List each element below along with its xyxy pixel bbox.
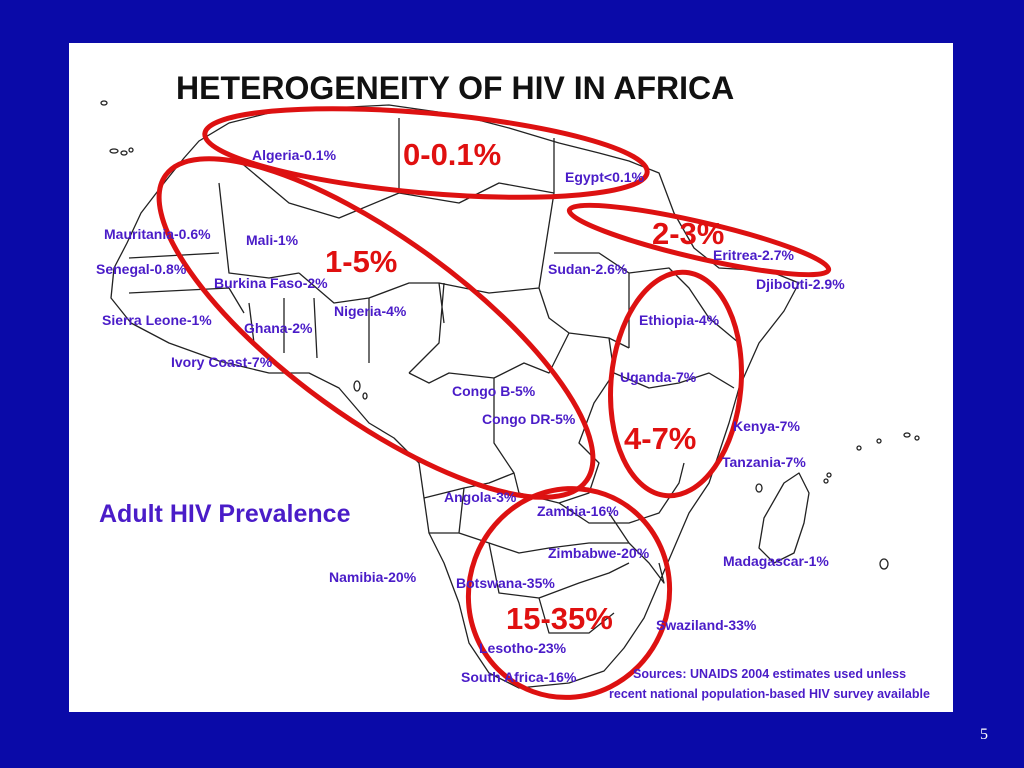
label-kenya: Kenya-7%	[733, 418, 800, 434]
label-mali: Mali-1%	[246, 232, 299, 248]
range-label-west: 1-5%	[325, 244, 397, 279]
africa-map: HETEROGENEITY OF HIV IN AFRICA 0-0.1% 1-…	[96, 70, 930, 701]
range-label-horn: 2-3%	[652, 216, 724, 251]
oval-east	[608, 269, 744, 499]
source-line-2: recent national population-based HIV sur…	[609, 687, 930, 701]
slide-panel: HETEROGENEITY OF HIV IN AFRICA 0-0.1% 1-…	[69, 43, 953, 712]
label-ethiopia: Ethiopia-4%	[639, 312, 720, 328]
label-djibouti: Djibouti-2.9%	[756, 276, 845, 292]
madagascar-outline	[758, 472, 810, 564]
label-botswana: Botswana-35%	[456, 575, 555, 591]
label-sierra-leone: Sierra Leone-1%	[102, 312, 212, 328]
label-uganda: Uganda-7%	[620, 369, 697, 385]
label-burkina-faso: Burkina Faso-2%	[214, 275, 328, 291]
label-eritrea: Eritrea-2.7%	[713, 247, 794, 263]
range-label-east: 4-7%	[624, 421, 696, 456]
label-south-africa: South Africa-16%	[461, 669, 577, 685]
label-ghana: Ghana-2%	[244, 320, 313, 336]
label-senegal: Senegal-0.8%	[96, 261, 187, 277]
label-zambia: Zambia-16%	[537, 503, 619, 519]
label-madagascar: Madagascar-1%	[723, 553, 829, 569]
oval-south	[465, 486, 673, 700]
label-congo-b: Congo B-5%	[452, 383, 536, 399]
label-sudan: Sudan-2.6%	[548, 261, 628, 277]
legend-title: Adult HIV Prevalence	[99, 500, 351, 528]
label-ivory-coast: Ivory Coast-7%	[171, 354, 273, 370]
slide-title: HETEROGENEITY OF HIV IN AFRICA	[176, 70, 734, 106]
label-nigeria: Nigeria-4%	[334, 303, 407, 319]
oval-west	[156, 156, 596, 500]
label-zimbabwe: Zimbabwe-20%	[548, 545, 650, 561]
islands	[100, 100, 920, 570]
label-lesotho: Lesotho-23%	[479, 640, 567, 656]
label-algeria: Algeria-0.1%	[252, 147, 337, 163]
label-swaziland: Swaziland-33%	[656, 617, 757, 633]
source-line-1: Sources: UNAIDS 2004 estimates used unle…	[633, 667, 906, 681]
oval-north	[202, 106, 650, 200]
label-mauritania: Mauritania-0.6%	[104, 226, 211, 242]
label-angola: Angola-3%	[444, 489, 517, 505]
oval-horn	[566, 202, 832, 278]
slide-number: 5	[980, 726, 988, 743]
range-label-south: 15-35%	[506, 601, 613, 636]
label-tanzania: Tanzania-7%	[722, 454, 806, 470]
label-egypt: Egypt<0.1%	[565, 169, 645, 185]
africa-outline	[110, 104, 800, 689]
range-label-north: 0-0.1%	[403, 137, 501, 172]
label-namibia: Namibia-20%	[329, 569, 417, 585]
label-congo-dr: Congo DR-5%	[482, 411, 576, 427]
